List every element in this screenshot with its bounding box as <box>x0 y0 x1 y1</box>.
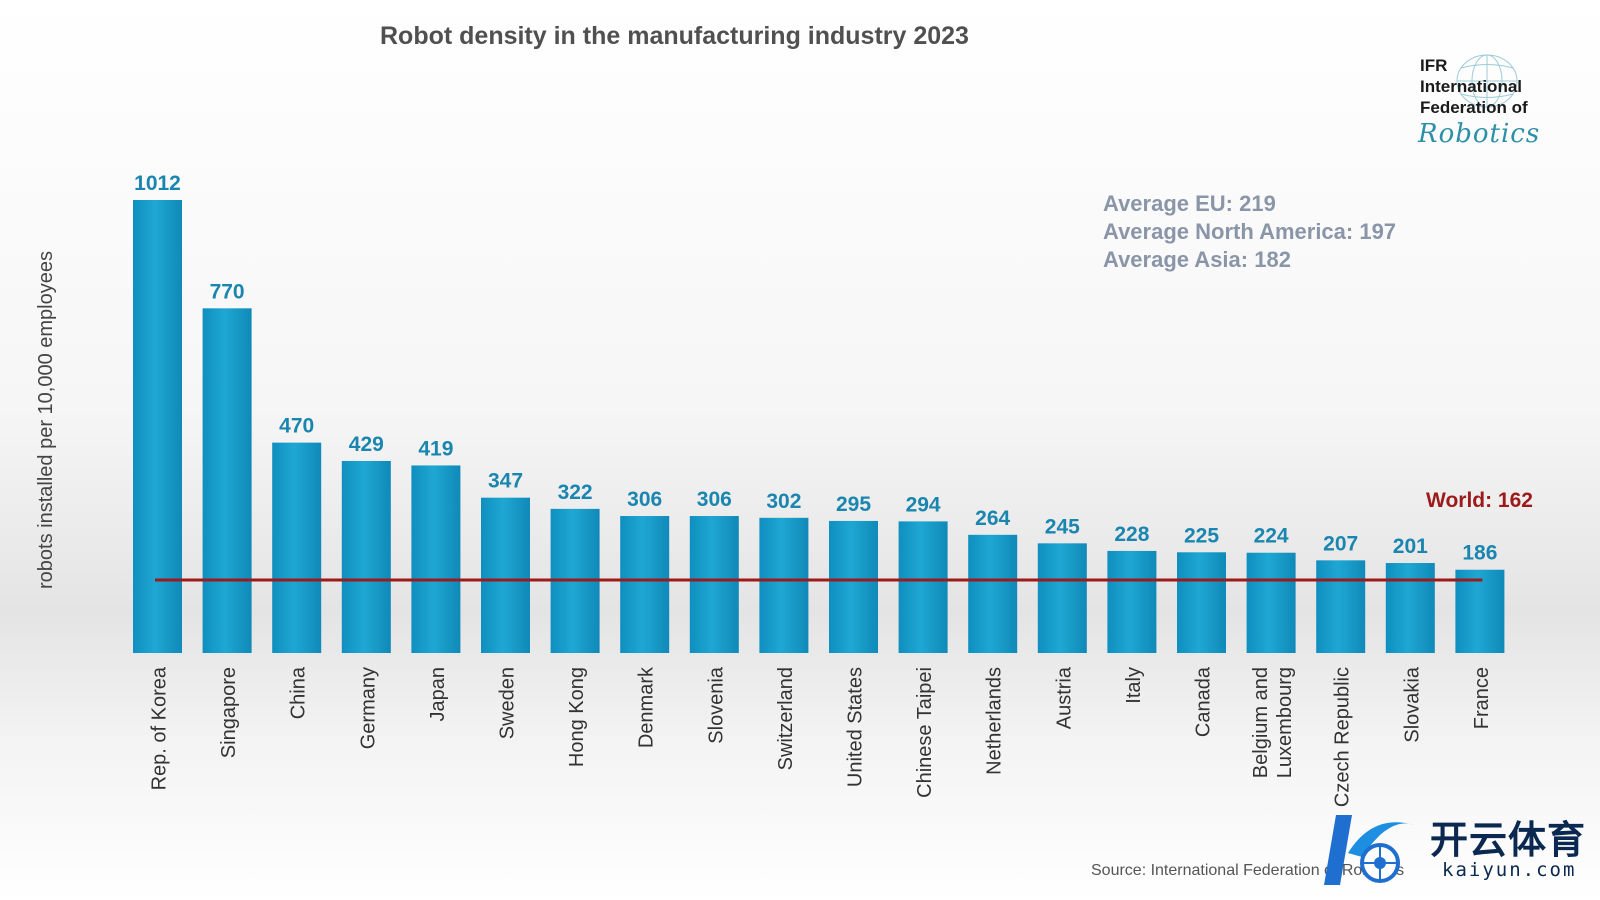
value-label-slovenia: 306 <box>697 488 732 511</box>
y-axis-label: robots installed per 10,000 employees <box>35 251 57 589</box>
ifr-logo: IFR International Federation of Robotics <box>1418 54 1570 155</box>
bar-germany <box>341 460 391 653</box>
value-label-china: 470 <box>279 415 314 438</box>
bar-netherlands <box>968 534 1018 653</box>
x-tick-label-hong-kong: Hong Kong <box>566 667 588 767</box>
ifr-logo-line-1: IFR <box>1420 56 1448 75</box>
average-north-america: Average North America: 197 <box>1103 219 1397 244</box>
value-label-italy: 228 <box>1114 523 1149 546</box>
chart-title: Robot density in the manufacturing indus… <box>380 22 969 50</box>
value-label-austria: 245 <box>1045 515 1080 538</box>
bar-denmark <box>620 516 670 653</box>
value-label-france: 186 <box>1462 542 1497 565</box>
value-label-singapore: 770 <box>210 280 245 303</box>
world-average-label: World: 162 <box>1426 489 1533 512</box>
bar-singapore <box>202 308 252 653</box>
value-labels-group: 1012 770 470 429 419 347 322 306 306 302 295 294 264… <box>134 172 1497 565</box>
ifr-logo-script: Robotics <box>1418 119 1541 149</box>
bar-france <box>1455 569 1505 653</box>
x-tick-label-united-states: United States <box>845 667 867 787</box>
bar-chinese-taipei <box>898 521 948 653</box>
average-eu: Average EU: 219 <box>1103 191 1276 216</box>
value-label-belgium-and-luxembourg: 224 <box>1254 525 1289 548</box>
ifr-logo-line-3: Federation of <box>1420 98 1528 117</box>
value-label-slovakia: 201 <box>1393 535 1428 558</box>
x-tick-label-canada: Canada <box>1193 666 1215 737</box>
bar-china <box>272 442 322 653</box>
x-tick-label-slovakia: Slovakia <box>1401 666 1423 742</box>
x-tick-label-denmark: Denmark <box>636 666 658 748</box>
x-tick-label-italy: Italy <box>1123 667 1145 704</box>
value-label-chinese-taipei: 294 <box>906 493 941 516</box>
value-label-germany: 429 <box>349 433 384 456</box>
bar-sweden <box>481 497 530 653</box>
bar-belgium-and-luxembourg <box>1246 552 1296 653</box>
value-label-sweden: 347 <box>488 470 523 493</box>
kaiyun-logo-icon <box>1324 815 1414 885</box>
x-tick-label-rep-of-korea: Rep. of Korea <box>149 666 171 790</box>
x-tick-label-slovenia: Slovenia <box>705 666 727 744</box>
bars-group <box>133 200 1505 653</box>
x-tick-label-france: France <box>1471 667 1493 729</box>
bar-rep-of-korea <box>133 200 182 653</box>
x-tick-label-chinese-taipei: Chinese Taipei <box>914 667 936 798</box>
x-tick-label-belgium-and-luxembourg: Belgium and Luxembourg <box>1250 667 1296 778</box>
x-tick-label-singapore: Singapore <box>218 667 240 758</box>
value-label-united-states: 295 <box>836 493 871 516</box>
x-tick-label-sweden: Sweden <box>497 667 519 739</box>
bar-austria <box>1037 543 1087 653</box>
x-tick-label-china: China <box>288 666 310 719</box>
value-label-rep-of-korea: 1012 <box>134 172 181 195</box>
x-tick-label-switzerland: Switzerland <box>775 667 797 770</box>
x-tick-label-germany: Germany <box>357 667 379 749</box>
value-label-czech-republic: 207 <box>1323 532 1358 555</box>
value-label-japan: 419 <box>418 437 453 460</box>
value-label-switzerland: 302 <box>766 490 801 513</box>
value-label-hong-kong: 322 <box>558 481 593 504</box>
x-tick-labels-group: Rep. of Korea Singapore China Germany Japan S… <box>149 666 1493 807</box>
ifr-logo-line-2: International <box>1420 77 1523 96</box>
value-label-netherlands: 264 <box>975 507 1010 530</box>
bar-slovenia <box>689 516 739 653</box>
globe-icon <box>1456 54 1518 108</box>
y-axis-label-group: robots installed per 10,000 employees <box>35 251 57 589</box>
value-label-canada: 225 <box>1184 524 1219 547</box>
bar-slovakia <box>1385 563 1435 653</box>
ifr-logo-text: IFR International Federation of <box>1420 55 1528 118</box>
value-label-denmark: 306 <box>627 488 662 511</box>
x-tick-label-netherlands: Netherlands <box>984 667 1006 775</box>
x-tick-label-austria: Austria <box>1053 666 1075 729</box>
bar-canada <box>1177 552 1226 653</box>
averages-annotation: Average EU: 219 Average North America: 1… <box>1103 190 1396 274</box>
bar-united-states <box>829 520 878 653</box>
bar-japan <box>411 465 461 653</box>
x-tick-label-japan: Japan <box>427 667 449 722</box>
bar-switzerland <box>759 517 809 653</box>
bar-italy <box>1107 550 1157 653</box>
average-asia: Average Asia: 182 <box>1103 247 1291 272</box>
watermark-domain-text: kaiyun.com <box>1442 859 1577 881</box>
watermark-chinese-text: 开云体育 <box>1430 820 1587 862</box>
bar-czech-republic <box>1316 560 1366 653</box>
kaiyun-watermark: 开云体育 kaiyun.com <box>1318 805 1600 900</box>
x-tick-label-czech-republic: Czech Republic <box>1332 667 1354 807</box>
